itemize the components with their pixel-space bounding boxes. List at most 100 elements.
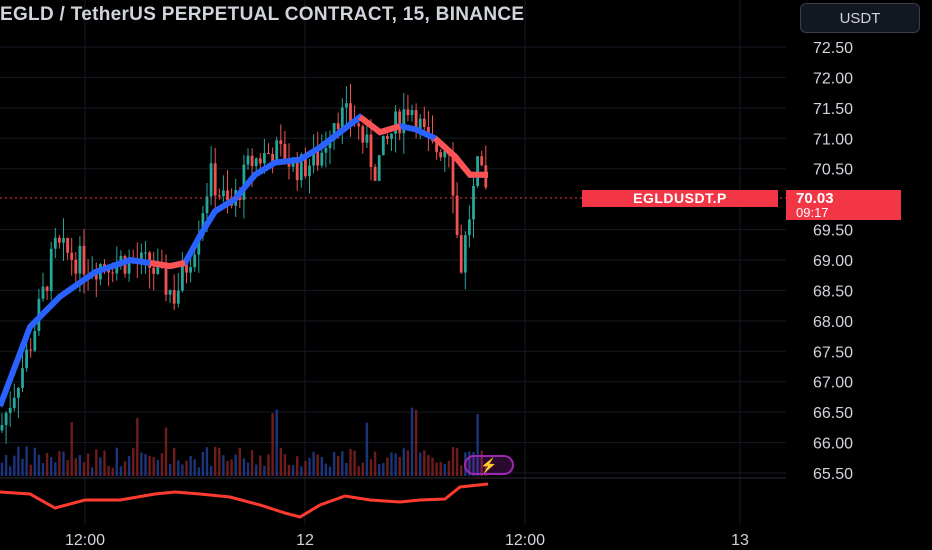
candle-body <box>4 412 8 426</box>
volume-bar <box>74 458 77 476</box>
candle-body <box>29 349 33 351</box>
volume-bar <box>238 447 241 476</box>
volume-bar <box>127 456 131 476</box>
candle-body <box>267 152 270 155</box>
candle-body <box>336 123 340 130</box>
volume-bar <box>132 448 135 476</box>
candle-body <box>402 109 406 134</box>
volume-bar <box>337 455 340 476</box>
volume-bar <box>119 466 123 476</box>
volume-bar <box>148 455 151 476</box>
moving-average-line <box>0 113 488 408</box>
candle-body <box>254 158 258 167</box>
volume-bar <box>460 465 463 476</box>
currency-button[interactable]: USDT <box>800 3 920 33</box>
candle-body <box>181 264 184 291</box>
candle-body <box>12 397 16 408</box>
time-axis-label: 13 <box>731 532 749 549</box>
candle-body <box>299 154 303 181</box>
price-axis-label: 67.50 <box>813 344 853 361</box>
volume-bar <box>447 460 451 476</box>
volume-bar <box>406 450 410 476</box>
price-axis-label: 71.00 <box>813 131 853 148</box>
volume-bar <box>107 466 110 476</box>
candle-body <box>119 255 123 263</box>
volume-bar <box>423 450 426 476</box>
volume-bar <box>152 456 155 476</box>
volume-bar <box>62 451 65 476</box>
volume-bar <box>21 458 24 476</box>
chart-title: EGLD / TetherUS PERPETUAL CONTRACT, 15, … <box>0 4 525 25</box>
candle-body <box>49 248 53 292</box>
candle-body <box>250 155 254 167</box>
candle-body <box>361 126 365 143</box>
volume-bar <box>398 456 401 476</box>
volume-bar <box>4 455 8 476</box>
candle-body <box>345 103 348 108</box>
candle-body <box>463 235 467 273</box>
time-axis-label: 12:00 <box>65 532 105 549</box>
price-axis-label: 71.50 <box>813 101 853 118</box>
candle-body <box>33 331 37 351</box>
candle-body <box>193 254 197 268</box>
volume-bar <box>341 451 344 476</box>
volume-bar <box>41 463 45 476</box>
volume-bar <box>86 453 90 476</box>
volume-bar <box>29 464 32 476</box>
candle-body <box>246 155 250 165</box>
candle-body <box>21 368 24 388</box>
price-axis-label: 69.50 <box>813 223 853 240</box>
candle-body <box>394 111 397 134</box>
candle-body <box>365 134 369 143</box>
lightning-bolt-icon[interactable]: ⚡ <box>464 455 514 475</box>
volume-bar <box>9 466 12 476</box>
volume-bar <box>259 455 262 476</box>
volume-bar <box>353 450 356 476</box>
volume-bar <box>111 467 114 476</box>
volume-bar <box>222 455 225 476</box>
volume-bar <box>45 453 49 476</box>
candle-body <box>422 118 426 127</box>
volume-bar <box>345 462 348 476</box>
volume-bar <box>316 454 319 476</box>
volume-bar <box>455 447 459 476</box>
volume-bar <box>435 462 438 476</box>
candle-body <box>94 273 98 280</box>
ticker-label: EGLDUSDT.P <box>582 190 778 207</box>
volume-bar <box>480 450 483 476</box>
volume-bar <box>378 463 381 476</box>
candle-body <box>144 252 147 254</box>
volume-bar <box>218 447 221 476</box>
volume-bar <box>263 465 266 476</box>
volume-bar <box>99 457 102 476</box>
candle-body <box>197 236 201 255</box>
candle-body <box>53 237 57 249</box>
price-axis-label: 65.50 <box>813 466 853 483</box>
candle-body <box>0 425 4 431</box>
candle-body <box>427 126 430 137</box>
volume-bar <box>226 460 229 476</box>
volume-bar <box>439 461 442 476</box>
volume-bar <box>209 466 213 476</box>
volume-bar <box>33 447 36 476</box>
candle-body <box>304 154 307 177</box>
candle-body <box>271 154 274 165</box>
volume-bar <box>414 409 418 476</box>
price-axis-label: 69.00 <box>813 253 853 270</box>
candle-body <box>349 103 352 123</box>
volume-bar <box>144 454 147 476</box>
volume-bar <box>382 463 385 476</box>
candle-body <box>17 387 20 398</box>
volume-bar <box>328 466 332 476</box>
candle-body <box>168 290 172 295</box>
candle-body <box>164 265 168 295</box>
candle-body <box>410 110 414 116</box>
volume-bar <box>451 447 455 476</box>
volume-bar <box>140 452 143 476</box>
volume-bar <box>320 457 323 476</box>
volume-bar <box>431 457 434 476</box>
candle-body <box>156 263 160 274</box>
candle-body <box>455 195 459 236</box>
volume-bar <box>82 462 86 476</box>
